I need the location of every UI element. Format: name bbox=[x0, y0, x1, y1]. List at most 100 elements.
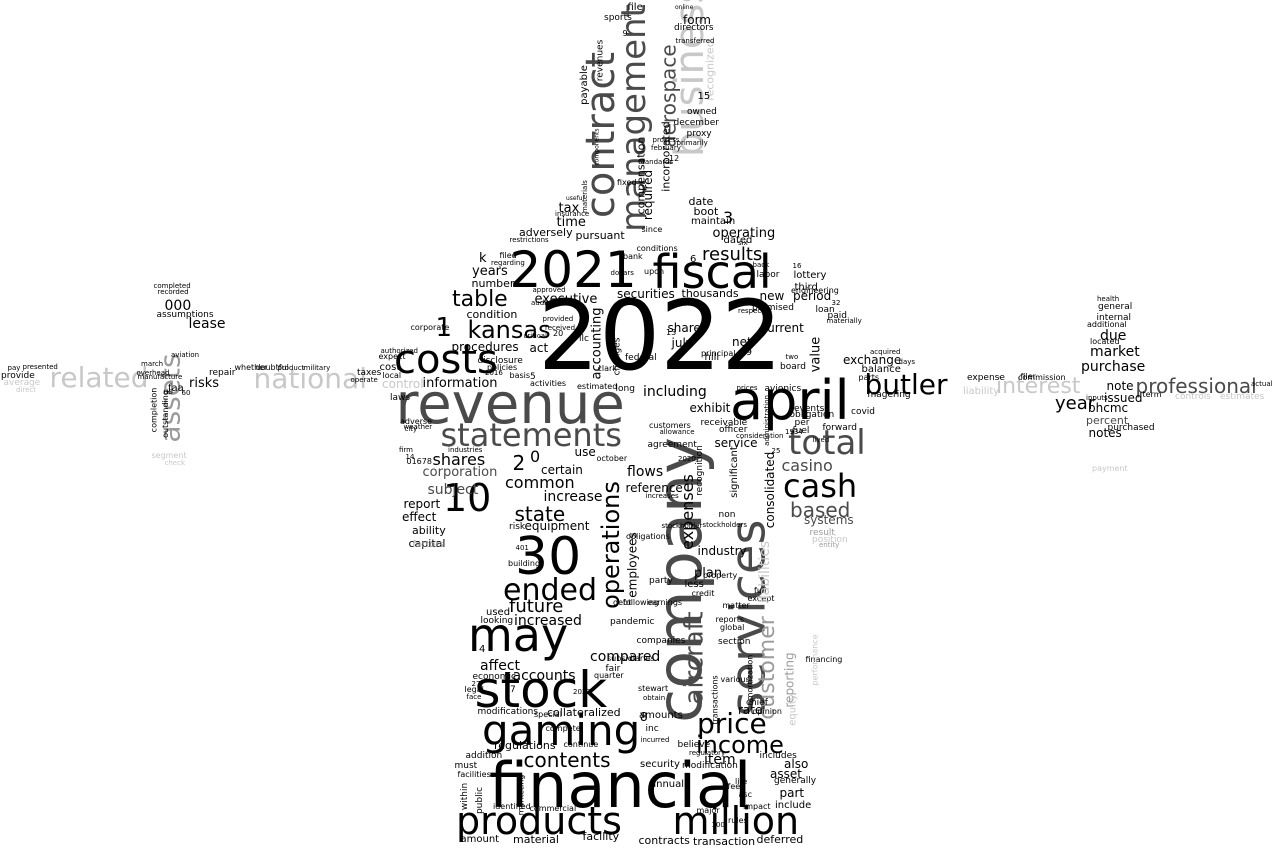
word-cloud-word: securities bbox=[617, 287, 675, 301]
word-cloud-word: reference bbox=[625, 481, 683, 495]
word-cloud-word: military bbox=[303, 363, 331, 372]
word-cloud-word: marketing bbox=[515, 774, 525, 816]
word-cloud-word: industry bbox=[697, 544, 747, 558]
word-cloud-word: estimates bbox=[1220, 391, 1265, 402]
word-cloud-word: pandemic bbox=[610, 616, 655, 627]
word-cloud-word: cost bbox=[379, 362, 401, 373]
word-cloud-word: audit bbox=[531, 298, 549, 307]
word-cloud-word: effect bbox=[402, 510, 437, 524]
word-cloud-word: legal bbox=[464, 685, 484, 694]
word-cloud-word: estimated bbox=[577, 382, 618, 391]
word-cloud-word: contents bbox=[523, 748, 611, 772]
word-cloud-word: avionics bbox=[764, 383, 802, 394]
word-cloud-word: expect bbox=[378, 352, 406, 361]
word-cloud-word: recorded bbox=[157, 287, 189, 296]
word-cloud-word: transactions bbox=[710, 675, 720, 725]
word-cloud-word: economic bbox=[472, 671, 516, 682]
word-cloud-word: officer bbox=[719, 424, 748, 435]
word-cloud-word: since bbox=[641, 225, 663, 234]
word-cloud-word: companies bbox=[636, 635, 686, 646]
word-cloud-word: amount bbox=[460, 834, 500, 845]
word-cloud-word: consideration bbox=[736, 431, 784, 440]
word-cloud-word: 000 bbox=[164, 298, 192, 314]
word-cloud-word: property bbox=[703, 571, 738, 580]
word-cloud-word: 2 bbox=[512, 451, 526, 475]
word-cloud-word: financial bbox=[489, 749, 752, 822]
word-cloud-word: 32 bbox=[831, 298, 841, 307]
word-cloud-word: used bbox=[486, 607, 511, 618]
word-cloud-word: share bbox=[667, 321, 701, 335]
word-cloud-word: obtain bbox=[643, 693, 666, 702]
word-cloud-word: actual bbox=[1251, 379, 1273, 388]
word-cloud-word: purchase bbox=[1081, 359, 1146, 375]
word-cloud-word: fuel bbox=[792, 425, 810, 436]
word-cloud-word: directors bbox=[674, 22, 714, 33]
word-cloud-word: years bbox=[472, 263, 508, 279]
word-cloud-word: annual bbox=[650, 779, 685, 790]
word-cloud-word: check bbox=[164, 458, 186, 467]
word-cloud-word: 2022 bbox=[538, 280, 783, 392]
word-cloud-word: aircraft bbox=[679, 611, 710, 705]
word-cloud-word: provide bbox=[1, 370, 35, 381]
word-cloud-word: process bbox=[652, 135, 680, 144]
word-cloud-word: chief bbox=[746, 697, 768, 708]
word-cloud-word: asset bbox=[770, 767, 802, 781]
word-cloud-word: due bbox=[1100, 328, 1127, 344]
word-cloud-word: collateralized bbox=[547, 705, 621, 719]
word-cloud-word: life bbox=[735, 777, 748, 786]
word-cloud-word: looking bbox=[480, 615, 514, 626]
word-cloud-word: 1 bbox=[435, 313, 453, 343]
word-cloud-word: affect bbox=[480, 658, 521, 674]
word-cloud-word: regulatory bbox=[689, 748, 726, 757]
word-cloud-word: hill bbox=[704, 352, 720, 363]
word-cloud-word: opinion bbox=[752, 707, 782, 716]
word-cloud-word: section bbox=[718, 636, 751, 647]
word-cloud-word: security bbox=[640, 759, 680, 770]
word-cloud-word: pay bbox=[7, 363, 21, 372]
word-cloud-word: adversely bbox=[519, 225, 573, 239]
word-cloud-word: segment bbox=[151, 451, 187, 460]
word-cloud-word: owned bbox=[687, 106, 717, 117]
word-cloud-word: entity bbox=[819, 540, 840, 549]
word-cloud-word: include bbox=[775, 800, 812, 811]
word-cloud-word: six bbox=[738, 238, 748, 247]
word-cloud-word: material bbox=[513, 832, 559, 846]
word-cloud-word: asc bbox=[738, 790, 752, 799]
word-cloud-word: financing bbox=[805, 655, 843, 664]
word-cloud-word: fair bbox=[605, 663, 621, 674]
word-cloud-word: state bbox=[514, 502, 566, 526]
word-cloud-word: february bbox=[651, 143, 681, 152]
word-cloud-word: interest bbox=[996, 374, 1081, 399]
word-cloud-word: procedures bbox=[451, 340, 519, 354]
word-cloud-word: stockholders bbox=[702, 520, 748, 529]
word-cloud-word: act bbox=[529, 341, 549, 355]
word-cloud-word: professional bbox=[1135, 374, 1257, 398]
word-cloud-word: operating bbox=[712, 225, 776, 241]
word-cloud-word: cash bbox=[783, 467, 858, 505]
word-cloud-word: equity bbox=[787, 694, 799, 726]
word-cloud-word: related bbox=[49, 361, 149, 394]
word-cloud-word: online bbox=[675, 4, 694, 11]
word-cloud-word: allowance bbox=[659, 427, 695, 436]
word-cloud-word: products bbox=[456, 799, 622, 843]
word-cloud-word: capital bbox=[408, 536, 446, 550]
word-cloud-word: respect bbox=[738, 306, 765, 315]
word-cloud-word: service bbox=[714, 436, 758, 450]
word-cloud-word: k bbox=[479, 250, 487, 266]
word-cloud-word: part bbox=[779, 786, 805, 800]
word-cloud-word: increase bbox=[543, 489, 603, 505]
word-cloud-word: agreement bbox=[647, 439, 697, 450]
word-cloud-word: market bbox=[1090, 344, 1140, 360]
word-cloud-word: global bbox=[720, 623, 745, 632]
word-cloud-word: 2019 bbox=[560, 361, 578, 370]
word-cloud-word: additional bbox=[1087, 320, 1127, 329]
word-cloud-word: time bbox=[556, 214, 586, 230]
word-cloud-word: 2016 bbox=[485, 368, 503, 377]
word-cloud-word: dollars bbox=[610, 268, 634, 277]
word-cloud-word: policies bbox=[487, 363, 518, 372]
word-cloud-word: two bbox=[785, 352, 799, 361]
word-cloud-word: obligations bbox=[626, 532, 670, 541]
word-cloud-word: 7 bbox=[510, 684, 516, 695]
word-cloud-word: generally bbox=[774, 775, 817, 786]
